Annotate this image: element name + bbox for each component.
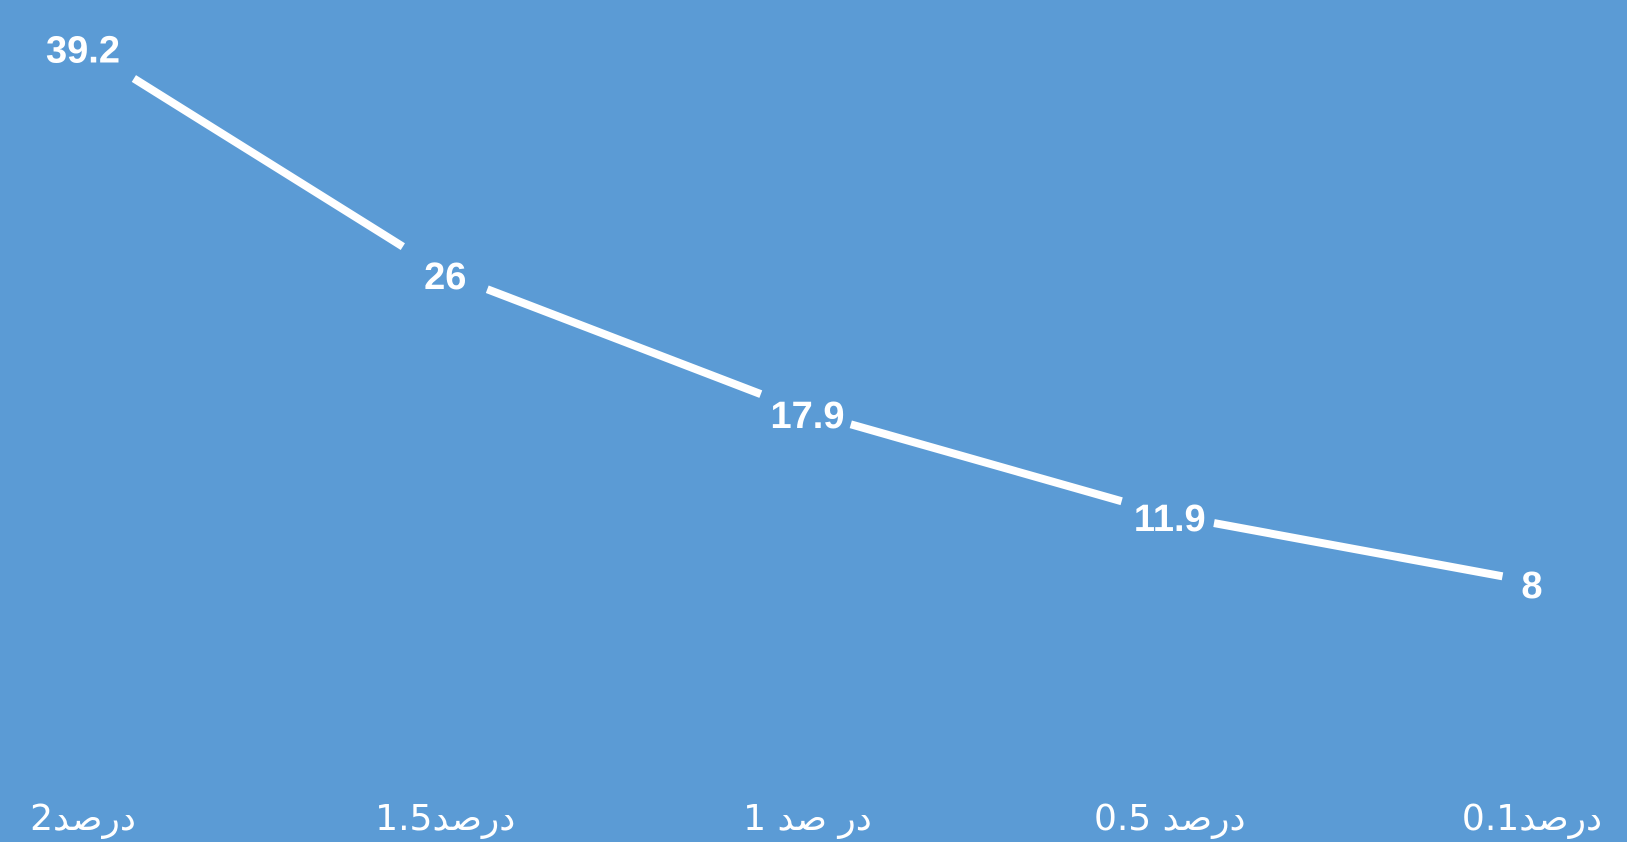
data-label: 26 — [424, 256, 466, 298]
x-tick-label: 1 در صد — [743, 798, 872, 839]
x-axis-tick-labels: 2درصد 1.5درصد 1 در صد 0.5 درصد 0.1درصد — [30, 798, 1602, 839]
x-tick-label: 2درصد — [30, 798, 136, 839]
data-label: 8 — [1521, 565, 1542, 607]
line-segment — [849, 420, 1123, 506]
x-tick-label: 1.5درصد — [375, 798, 515, 839]
data-labels: 39.2 26 17.9 11.9 8 — [46, 30, 1543, 607]
data-label: 17.9 — [771, 395, 845, 437]
series-line — [131, 75, 1504, 581]
line-segment — [131, 75, 405, 250]
data-label: 39.2 — [46, 30, 120, 72]
line-segment — [485, 285, 763, 398]
data-label: 11.9 — [1134, 498, 1206, 540]
drop-lines — [79, 90, 1536, 735]
x-tick-label: 0.5 درصد — [1094, 798, 1246, 839]
line-segment — [1213, 519, 1504, 581]
x-tick-label: 0.1درصد — [1462, 798, 1602, 839]
